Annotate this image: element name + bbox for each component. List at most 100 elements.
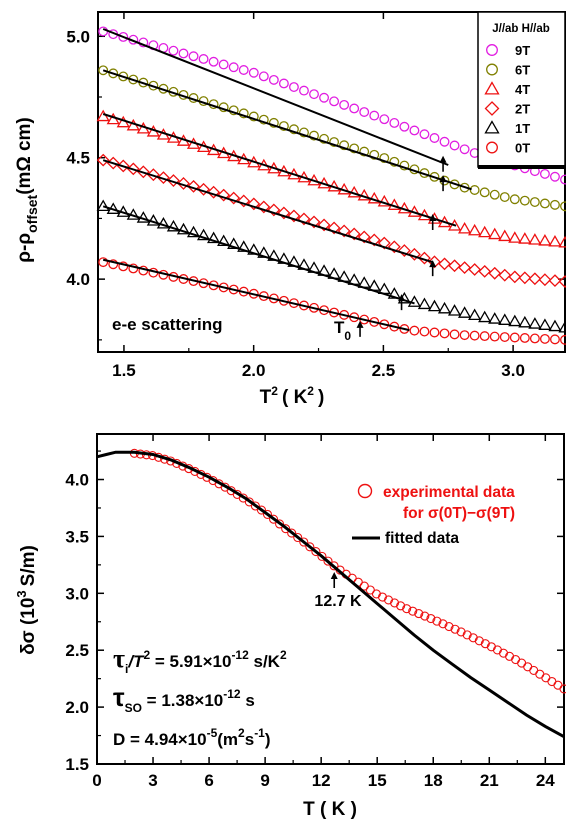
data-point	[550, 171, 560, 182]
data-point	[457, 306, 472, 318]
data-point	[118, 261, 129, 272]
bottom-xtick-label: 9	[260, 771, 269, 790]
bottom-xtick-label: 18	[424, 771, 443, 790]
data-point	[508, 231, 522, 243]
arrow-2T	[429, 260, 437, 277]
top-fits	[102, 28, 472, 332]
legend-header: J//ab H//ab	[492, 23, 550, 35]
data-point	[227, 237, 241, 249]
data-point	[539, 198, 550, 209]
data-point	[146, 168, 160, 182]
legend-label-exp-1: experimental data	[383, 484, 515, 501]
legend-label: 6T	[515, 63, 530, 78]
data-point	[439, 328, 450, 339]
data-point	[519, 195, 530, 206]
series-9T	[98, 26, 566, 185]
data-point	[407, 247, 421, 261]
data-point	[389, 156, 400, 167]
data-point	[281, 524, 291, 534]
fitted-curve	[96, 450, 565, 739]
legend-entries: 9T 6T 4T 2T 1T 0T	[484, 43, 530, 156]
data-point	[439, 136, 450, 147]
legend-label: 0T	[515, 141, 530, 156]
data-point	[268, 117, 279, 128]
data-point	[539, 168, 550, 179]
data-point	[268, 74, 279, 85]
data-point	[248, 111, 259, 122]
fit-line-1T	[102, 205, 415, 305]
data-point	[116, 159, 130, 173]
top-ticks: 1.5 2.0 2.5 3.0 4.0 4.5 5.0	[66, 12, 565, 380]
data-point	[419, 129, 430, 140]
data-point	[307, 215, 321, 229]
data-point	[176, 222, 191, 235]
data-point	[426, 613, 436, 624]
data-point	[560, 174, 566, 185]
legend-marker	[484, 81, 500, 95]
data-point	[166, 219, 181, 232]
data-point	[479, 331, 490, 342]
data-point	[323, 556, 333, 566]
data-point	[278, 121, 289, 131]
data-point	[457, 221, 472, 234]
data-point	[456, 627, 466, 637]
data-point	[518, 232, 532, 244]
data-point	[504, 651, 515, 661]
bottom-ytick-label: 2.5	[65, 641, 89, 660]
data-point	[319, 133, 330, 144]
data-point	[357, 230, 371, 244]
legend-marker	[484, 101, 500, 116]
data-point	[277, 206, 291, 220]
top-xtick-label: 2.5	[372, 361, 396, 380]
data-point	[458, 261, 472, 275]
data-point	[258, 71, 269, 82]
data-point	[450, 624, 460, 634]
data-point	[429, 327, 440, 338]
data-point	[478, 225, 492, 238]
data-point	[519, 333, 530, 343]
data-point	[548, 319, 562, 332]
data-point	[207, 185, 221, 199]
fit-line-2T	[102, 159, 433, 264]
data-point	[474, 636, 484, 646]
data-point	[409, 325, 420, 336]
data-point	[508, 270, 522, 284]
top-ylabel: ρ-ρoffset(mΩ cm)	[14, 117, 40, 263]
bottom-xlabel: T ( K )	[303, 799, 357, 820]
top-ytick-label: 4.0	[66, 270, 90, 289]
top-xtick-label: 2.0	[242, 361, 266, 380]
legend-label: 4T	[515, 82, 530, 97]
data-point	[432, 616, 442, 626]
bottom-ytick-label: 4.0	[65, 471, 89, 490]
data-point	[379, 114, 390, 125]
data-point	[550, 334, 560, 345]
bottom-ytick-label: 3.0	[65, 584, 89, 603]
data-point	[419, 326, 430, 337]
data-point	[499, 192, 510, 202]
data-point	[407, 295, 422, 307]
data-point	[489, 331, 500, 342]
data-point	[538, 234, 552, 246]
data-point	[560, 334, 566, 345]
data-point	[217, 234, 231, 247]
t0-label: T0	[334, 318, 351, 343]
data-point	[558, 320, 566, 333]
data-point	[511, 654, 521, 665]
data-point	[256, 505, 266, 515]
data-point	[399, 121, 410, 132]
series-2T	[96, 153, 566, 288]
bottom-xtick-label: 12	[312, 771, 331, 790]
data-point	[402, 604, 412, 614]
data-point	[198, 54, 209, 64]
data-point	[275, 519, 285, 529]
data-point	[509, 332, 520, 343]
data-point	[268, 514, 279, 524]
data-point	[498, 229, 512, 242]
data-point	[469, 330, 480, 341]
top-xtick-label: 1.5	[112, 361, 136, 380]
data-point	[118, 71, 129, 82]
data-point	[218, 59, 229, 70]
data-point	[488, 266, 502, 280]
data-point	[539, 333, 550, 344]
